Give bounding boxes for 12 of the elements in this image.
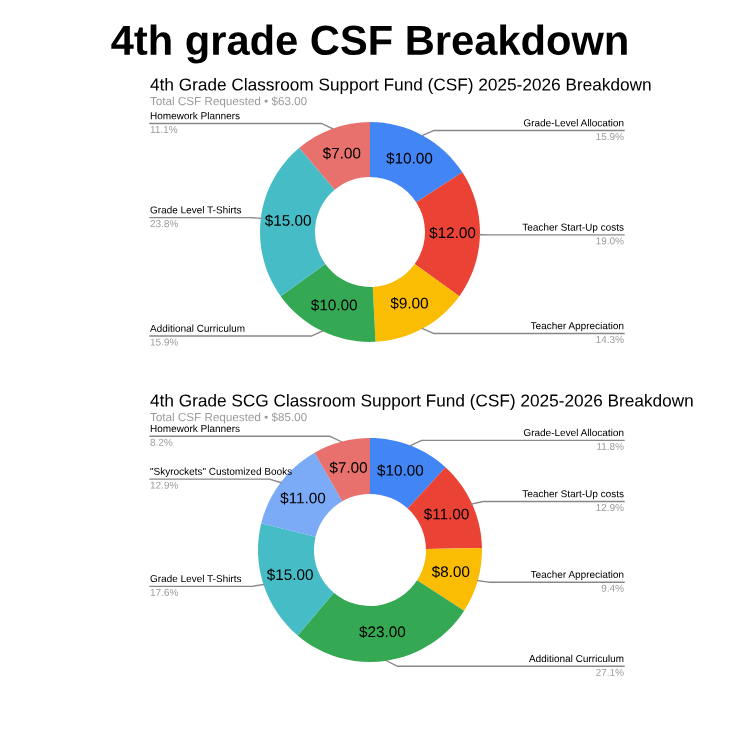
chart-title: 4th Grade SCG Classroom Support Fund (CSF) 2025-2026 Breakdown — [150, 393, 693, 411]
donut-slice — [280, 264, 376, 342]
donut-slice — [297, 580, 465, 662]
donut-slice — [370, 122, 463, 203]
donut-slice — [370, 438, 446, 509]
donut-slice — [258, 523, 334, 636]
donut-slice — [299, 122, 370, 190]
text: 4th grade CSF Breakdown — [111, 24, 627, 64]
donut-slice — [372, 264, 460, 342]
chart-title: 4th Grade Classroom Support Fund (CSF) 2025-2026 Breakdown — [150, 77, 651, 95]
donut-slice — [417, 547, 482, 611]
donut-slice — [414, 172, 480, 297]
